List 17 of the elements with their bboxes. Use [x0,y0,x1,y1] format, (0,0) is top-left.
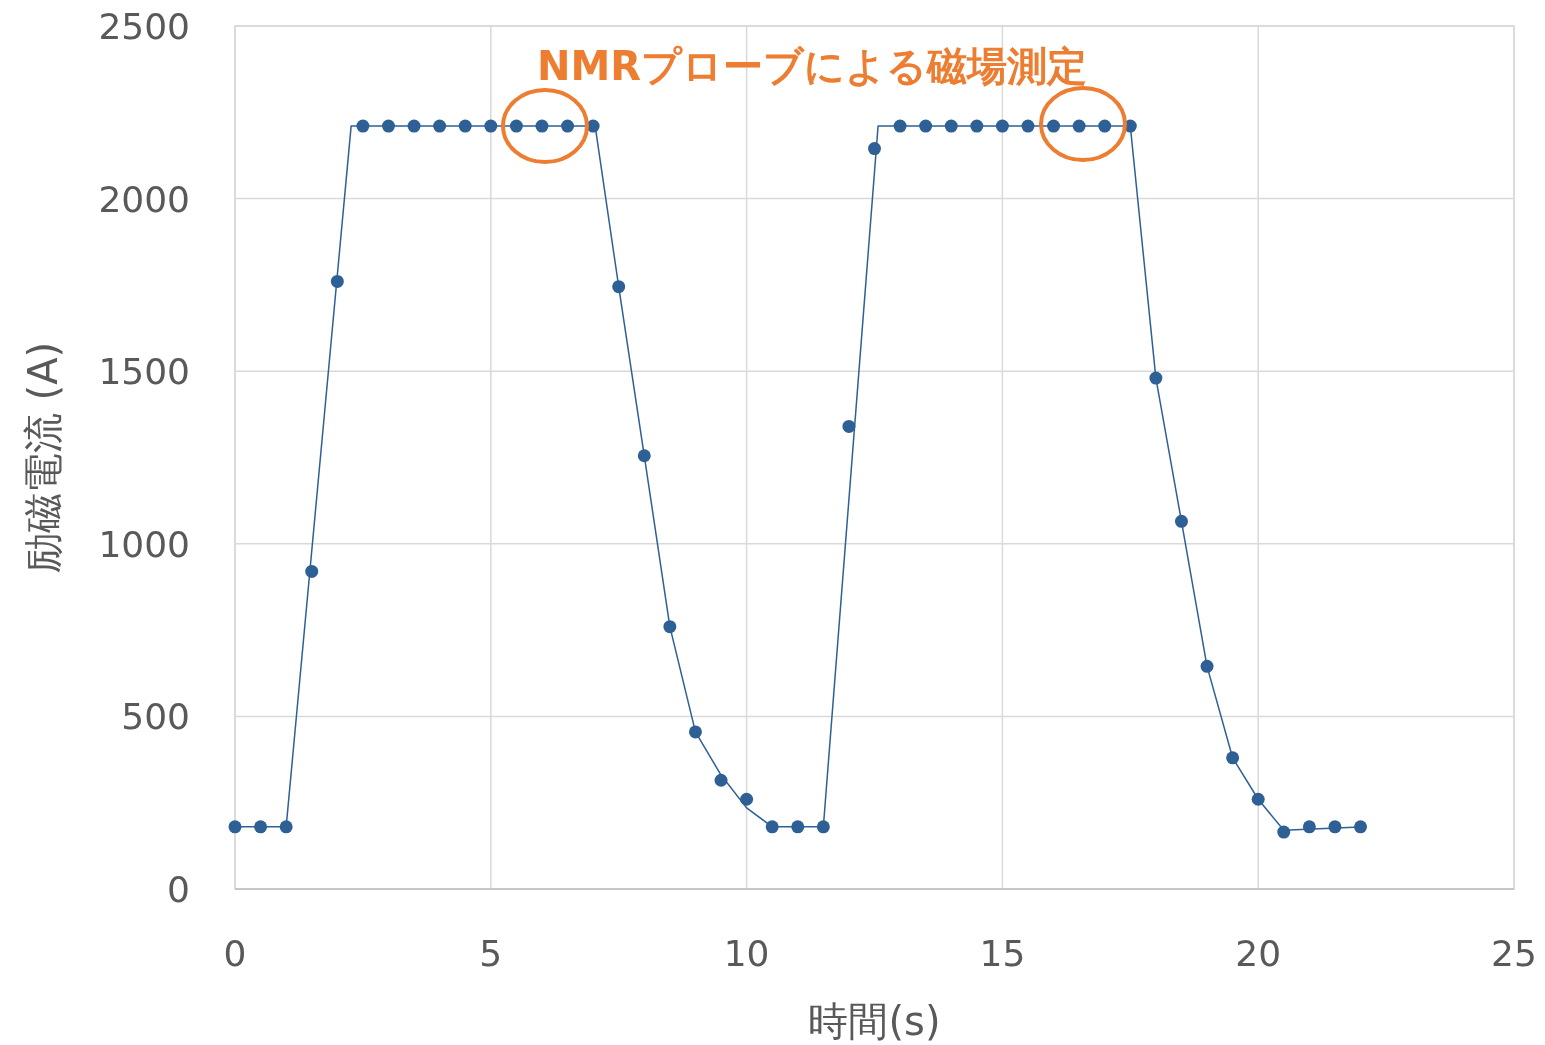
y-tick-label: 2000 [98,178,190,220]
x-tick-label: 15 [979,933,1026,974]
point [740,792,754,806]
y-tick-label: 2500 [98,6,190,47]
annotation: NMRプローブによる磁場測定 [536,43,1088,89]
point [842,419,856,433]
x-tick-label: 0 [223,933,247,974]
x-tick-label: 25 [1491,933,1537,974]
y-axis-title: 励磁電流 (A) [20,341,66,574]
y-tick-label: 1500 [98,351,190,393]
x-tick-label: 5 [479,933,503,974]
x-tick-label: 10 [723,933,770,974]
x-tick-label: 20 [1235,933,1282,974]
y-tick-label: 500 [121,696,190,738]
x-axis-title: 時間(s) [808,998,941,1044]
y-tick-label: 0 [167,869,190,910]
y-tick-label: 1000 [98,523,190,565]
